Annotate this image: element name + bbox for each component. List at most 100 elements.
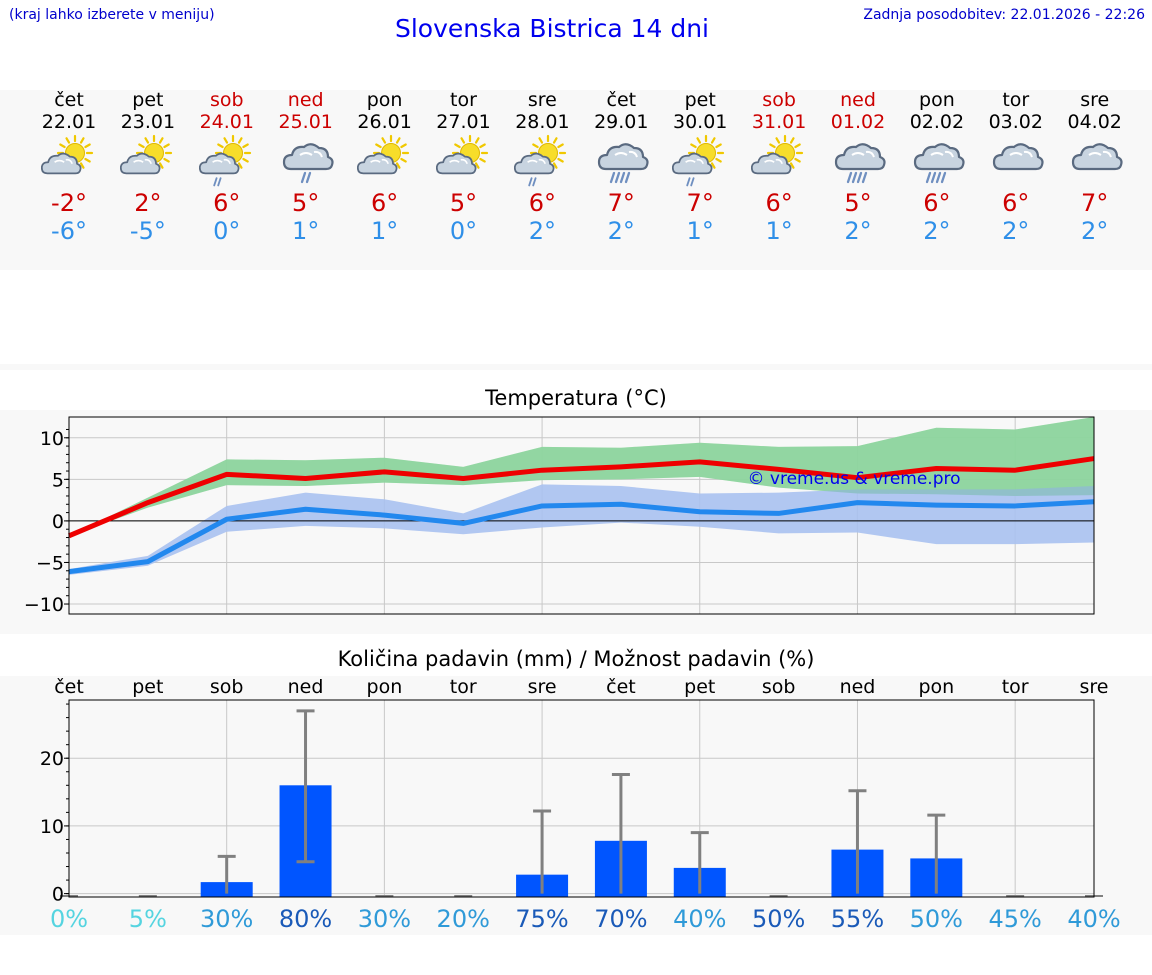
max-temperature: 6° — [213, 189, 241, 217]
cloud-rain-icon — [818, 133, 898, 189]
forecast-day: sre 28.01 6° 2° — [502, 89, 582, 245]
sun-cloud-light-rain-icon — [187, 133, 267, 189]
day-name: ned — [840, 89, 876, 111]
max-temperature-range — [69, 417, 1094, 536]
forecast-day: pon 02.02 6° 2° — [897, 89, 977, 245]
day-date: 29.01 — [594, 111, 649, 133]
day-name: čet — [54, 89, 84, 111]
min-temperature: 2° — [607, 217, 635, 245]
day-date: 26.01 — [357, 111, 412, 133]
min-temperature: 1° — [292, 217, 320, 245]
sun-cloud-icon — [108, 133, 188, 189]
min-temperature: 0° — [213, 217, 241, 245]
y-tick-label: 0 — [52, 511, 64, 533]
max-temperature: 6° — [1002, 189, 1030, 217]
day-date: 04.02 — [1067, 111, 1122, 133]
day-name: tor — [450, 89, 477, 111]
max-temperature-line — [68, 456, 1095, 539]
forecast-day: sob 31.01 6° 1° — [739, 89, 819, 245]
plot-frame — [68, 416, 1095, 615]
day-date: 24.01 — [199, 111, 254, 133]
temperature-chart-title: Temperatura (°C) — [485, 386, 667, 410]
sun-cloud-icon — [345, 133, 425, 189]
min-temperature: -5° — [129, 217, 166, 245]
day-date: 27.01 — [436, 111, 491, 133]
forecast-day: čet 22.01 -2° -6° — [29, 89, 109, 245]
min-temperature: 2° — [1081, 217, 1109, 245]
min-temperature: 2° — [923, 217, 951, 245]
day-date: 22.01 — [41, 111, 97, 133]
day-date: 02.02 — [909, 111, 965, 133]
day-name: sob — [210, 89, 244, 111]
daily-forecast-strip — [0, 90, 1152, 270]
max-temperature: 6° — [370, 189, 399, 217]
min-temperature: 2° — [1002, 217, 1030, 245]
day-date: 01.02 — [830, 111, 886, 133]
cloud-icon — [1055, 133, 1135, 189]
sun-cloud-icon — [29, 133, 109, 189]
y-tick-label: 5 — [52, 469, 64, 491]
day-name: ned — [287, 89, 324, 111]
day-date: 23.01 — [120, 111, 176, 133]
forecast-day: ned 01.02 5° 2° — [818, 89, 898, 245]
day-name: čet — [606, 89, 637, 111]
day-name: pon — [919, 89, 955, 111]
y-tick-label: −10 — [24, 594, 64, 616]
min-temperature: 2° — [528, 217, 557, 245]
range-overlap — [69, 417, 1094, 536]
sun-cloud-icon — [739, 133, 819, 189]
max-temperature: 7° — [686, 189, 714, 217]
forecast-day: sob 24.01 6° 0° — [187, 89, 267, 245]
day-name: sob — [762, 89, 796, 111]
cloud-light-rain-icon — [266, 133, 346, 189]
max-temperature: 5° — [844, 189, 872, 217]
min-temperature: 2° — [844, 217, 872, 245]
y-tick-label: 10 — [40, 428, 64, 450]
location-menu-hint: (kraj lahko izberete v meniju) — [9, 7, 215, 23]
forecast-day: pet 23.01 2° -5° — [108, 89, 188, 245]
max-temperature: 6° — [528, 189, 557, 217]
day-name: tor — [1002, 89, 1030, 111]
max-temperature: 6° — [765, 189, 793, 217]
max-temperature: 5° — [449, 189, 478, 217]
day-name: sre — [527, 89, 557, 111]
forecast-day: ned 25.01 5° 1° — [266, 89, 346, 245]
max-temperature: 5° — [292, 189, 320, 217]
sun-cloud-light-rain-icon — [502, 133, 582, 189]
cloud-icon — [976, 133, 1056, 189]
day-date: 25.01 — [278, 111, 333, 133]
precipitation-chart-title: Količina padavin (mm) / Možnost padavin … — [337, 647, 815, 671]
max-temperature: 7° — [1081, 189, 1109, 217]
min-temperature: -6° — [51, 217, 87, 245]
min-temperature: 0° — [449, 217, 478, 245]
sun-cloud-icon — [424, 133, 504, 189]
day-date: 31.01 — [751, 111, 807, 133]
forecast-day: čet 29.01 7° 2° — [581, 89, 661, 245]
max-temperature: 6° — [923, 189, 951, 217]
min-temperature: 1° — [765, 217, 793, 245]
max-temperature: 7° — [607, 189, 635, 217]
forecast-day: tor 27.01 5° 0° — [424, 89, 504, 245]
day-name: sre — [1080, 89, 1110, 111]
day-date: 30.01 — [672, 111, 728, 133]
sun-cloud-light-rain-icon — [660, 133, 740, 189]
cloud-rain-icon — [897, 133, 977, 189]
min-temperature-line — [68, 499, 1095, 575]
forecast-day: pet 30.01 7° 1° — [660, 89, 740, 245]
y-tick-label: −5 — [36, 552, 64, 574]
day-name: pet — [132, 89, 164, 111]
forecast-day: pon 26.01 6° 1° — [345, 89, 425, 245]
page-title: Slovenska Bistrica 14 dni — [394, 14, 710, 43]
cloud-rain-icon — [581, 133, 661, 189]
forecast-day: tor 03.02 6° 2° — [976, 89, 1056, 245]
day-name: pet — [684, 89, 716, 111]
day-date: 28.01 — [515, 111, 570, 133]
min-temperature: 1° — [370, 217, 399, 245]
watermark: © vreme.us & vreme.pro — [747, 469, 960, 489]
separator-band — [0, 364, 1152, 370]
forecast-day: sre 04.02 7° 2° — [1055, 89, 1135, 245]
last-updated: Zadnja posodobitev: 22.01.2026 - 22:26 — [863, 7, 1145, 23]
min-temperature: 1° — [686, 217, 714, 245]
day-name: pon — [366, 89, 403, 111]
